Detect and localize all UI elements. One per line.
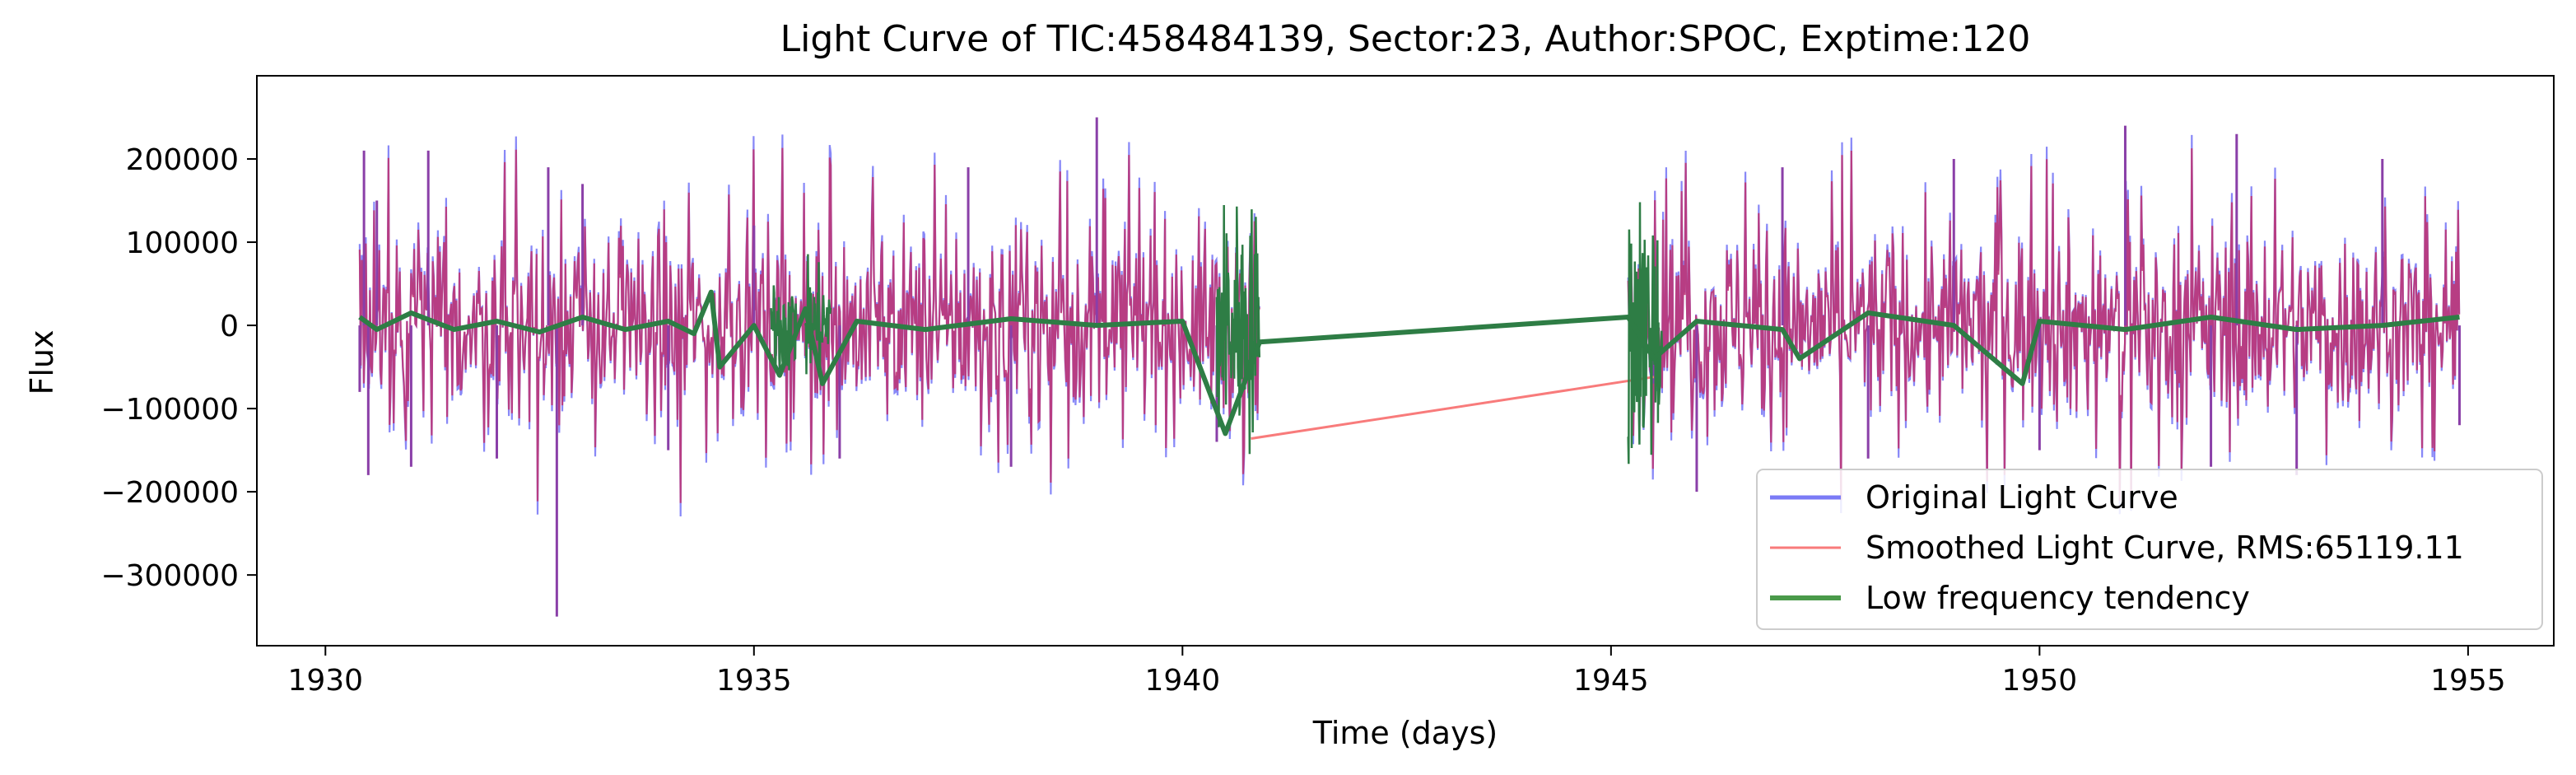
x-axis-label: Time (days) xyxy=(1312,715,1498,751)
y-tick-label: 200000 xyxy=(126,143,239,177)
series-low-frequency-tendency xyxy=(358,289,2460,437)
x-tick-label: 1940 xyxy=(1145,664,1221,698)
legend-box xyxy=(1756,469,2543,630)
y-tick-label: 0 xyxy=(220,310,239,343)
y-axis: 200000 100000 0 −100000 −200000 −300000 xyxy=(100,143,257,593)
tendency-burst xyxy=(1627,202,1664,465)
y-tick-label: −200000 xyxy=(100,476,239,510)
plot-area xyxy=(358,117,2461,617)
x-tick-label: 1950 xyxy=(2002,664,2078,698)
legend: Original Light Curve Smoothed Light Curv… xyxy=(1756,469,2543,630)
legend-label-smoothed: Smoothed Light Curve, RMS:65119.11 xyxy=(1866,530,2464,566)
axes-frame xyxy=(256,75,2555,647)
tendency-burst xyxy=(1215,204,1261,455)
series-smoothed-gap-line xyxy=(1251,376,1655,440)
legend-label-low-frequency: Low frequency tendency xyxy=(1866,580,2250,616)
y-tick-label: 100000 xyxy=(126,226,239,260)
x-tick-label: 1955 xyxy=(2430,664,2506,698)
legend-label-original: Original Light Curve xyxy=(1866,479,2178,516)
y-tick-label: −300000 xyxy=(100,559,239,593)
x-tick-label: 1945 xyxy=(1573,664,1649,698)
series-smoothed-light-curve xyxy=(1627,148,2461,502)
x-tick-label: 1930 xyxy=(287,664,363,698)
x-axis: 1930 1935 1940 1945 1950 1955 xyxy=(287,646,2506,698)
x-tick-label: 1935 xyxy=(716,664,792,698)
y-tick-label: −100000 xyxy=(100,393,239,427)
y-axis-label: Flux xyxy=(24,330,60,395)
chart-title: Light Curve of TIC:458484139, Sector:23,… xyxy=(780,18,2031,60)
